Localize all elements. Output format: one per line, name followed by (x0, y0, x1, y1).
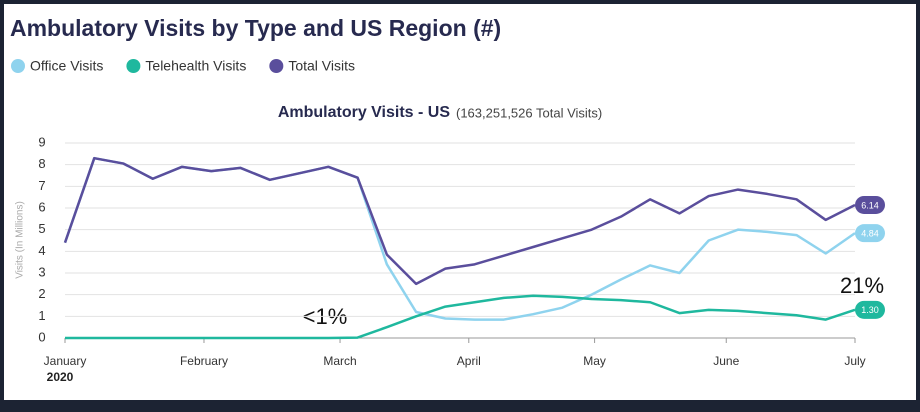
y-tick-label: 9 (38, 134, 45, 149)
y-tick-label: 6 (38, 199, 45, 214)
chart-title: Ambulatory Visits by Type and US Region … (10, 15, 501, 41)
end-badge (855, 224, 885, 243)
x-tick-label: February (180, 354, 228, 368)
series-line (65, 294, 856, 340)
x-tick-label: June (713, 354, 739, 368)
y-tick-label: 7 (38, 178, 45, 193)
legend-swatch (11, 59, 25, 73)
y-tick-label: 2 (38, 286, 45, 301)
y-tick-label: 8 (38, 156, 45, 171)
panel (4, 4, 916, 400)
y-tick-label: 3 (38, 264, 45, 279)
y-tick-label: 0 (38, 329, 45, 344)
end-label: 4.84 (861, 229, 879, 239)
end-badge (855, 300, 885, 319)
y-axis-label: Visits (In Millions) (15, 201, 26, 279)
legend-swatch (126, 59, 141, 73)
y-tick-label: 1 (38, 308, 45, 323)
x-tick-label: July (844, 354, 865, 368)
x-tick-label: January (44, 354, 87, 368)
x-tick-label: April (457, 354, 481, 368)
x-tick-label: March (323, 354, 356, 368)
subtitle-note: (163,251,526 Total Visits) (456, 105, 602, 120)
annotation: 21% (840, 273, 884, 298)
y-tick-label: 4 (38, 243, 45, 258)
legend-swatch (269, 59, 284, 73)
series-line (63, 156, 856, 286)
legend-label: Office Visits (30, 58, 103, 74)
legend-label: Total Visits (288, 58, 355, 74)
end-label: 1.30 (861, 305, 879, 315)
end-badge (855, 195, 885, 214)
end-label: 6.14 (861, 200, 879, 210)
y-tick-label: 5 (38, 221, 45, 236)
x-tick-label: May (583, 354, 606, 368)
legend-label: Telehealth Visits (145, 58, 246, 74)
x-year-label: 2020 (47, 370, 74, 384)
chart-subtitle: Ambulatory Visits - US (278, 104, 451, 121)
